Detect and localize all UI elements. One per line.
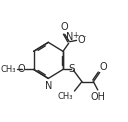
Text: CH₃: CH₃ <box>0 65 16 74</box>
Text: O: O <box>78 35 86 45</box>
Text: O: O <box>17 64 25 74</box>
Text: N: N <box>66 32 73 42</box>
Text: O: O <box>60 22 68 32</box>
Text: S: S <box>69 64 76 74</box>
Text: +: + <box>72 31 79 40</box>
Text: OH: OH <box>90 92 105 102</box>
Text: ⁻: ⁻ <box>81 34 86 43</box>
Text: O: O <box>100 62 108 72</box>
Text: N: N <box>45 81 52 91</box>
Text: CH₃: CH₃ <box>58 92 73 101</box>
